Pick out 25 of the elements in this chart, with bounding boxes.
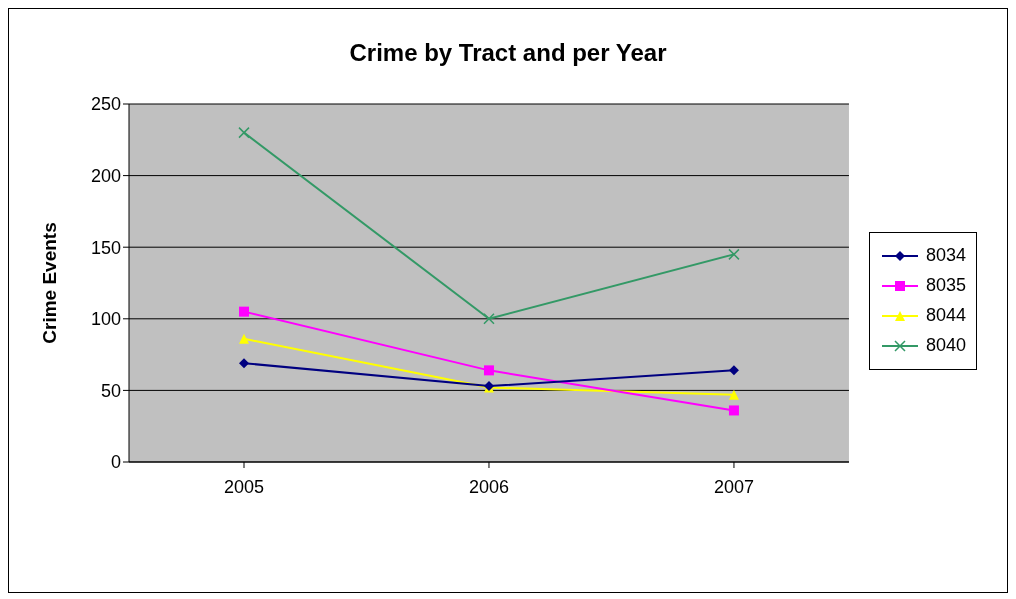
x-tick-label: 2007 [713,476,754,497]
legend-label: 8034 [925,245,966,266]
point [483,365,494,376]
legend-label: 8040 [925,335,966,356]
point [728,405,739,416]
y-tick-label: 150 [90,237,121,258]
point [728,389,739,400]
chart-title: Crime by Tract and per Year [348,39,668,67]
y-axis-title: Crime Events [38,222,60,344]
point [483,313,495,325]
point [239,306,249,317]
y-tick-label: 50 [100,380,121,401]
legend-label: 8035 [925,275,966,296]
point [728,248,740,261]
x-tick-label: 2005 [223,476,265,497]
x-tick-label: 2006 [468,476,509,497]
point [728,365,739,376]
y-tick-label: 250 [90,94,121,115]
point [239,358,249,369]
legend-label: 8044 [925,305,966,326]
y-tick-label: 100 [90,309,121,330]
point [238,126,250,139]
y-tick-label: 0 [110,452,121,473]
y-tick-label: 200 [90,165,121,186]
point [239,333,249,344]
